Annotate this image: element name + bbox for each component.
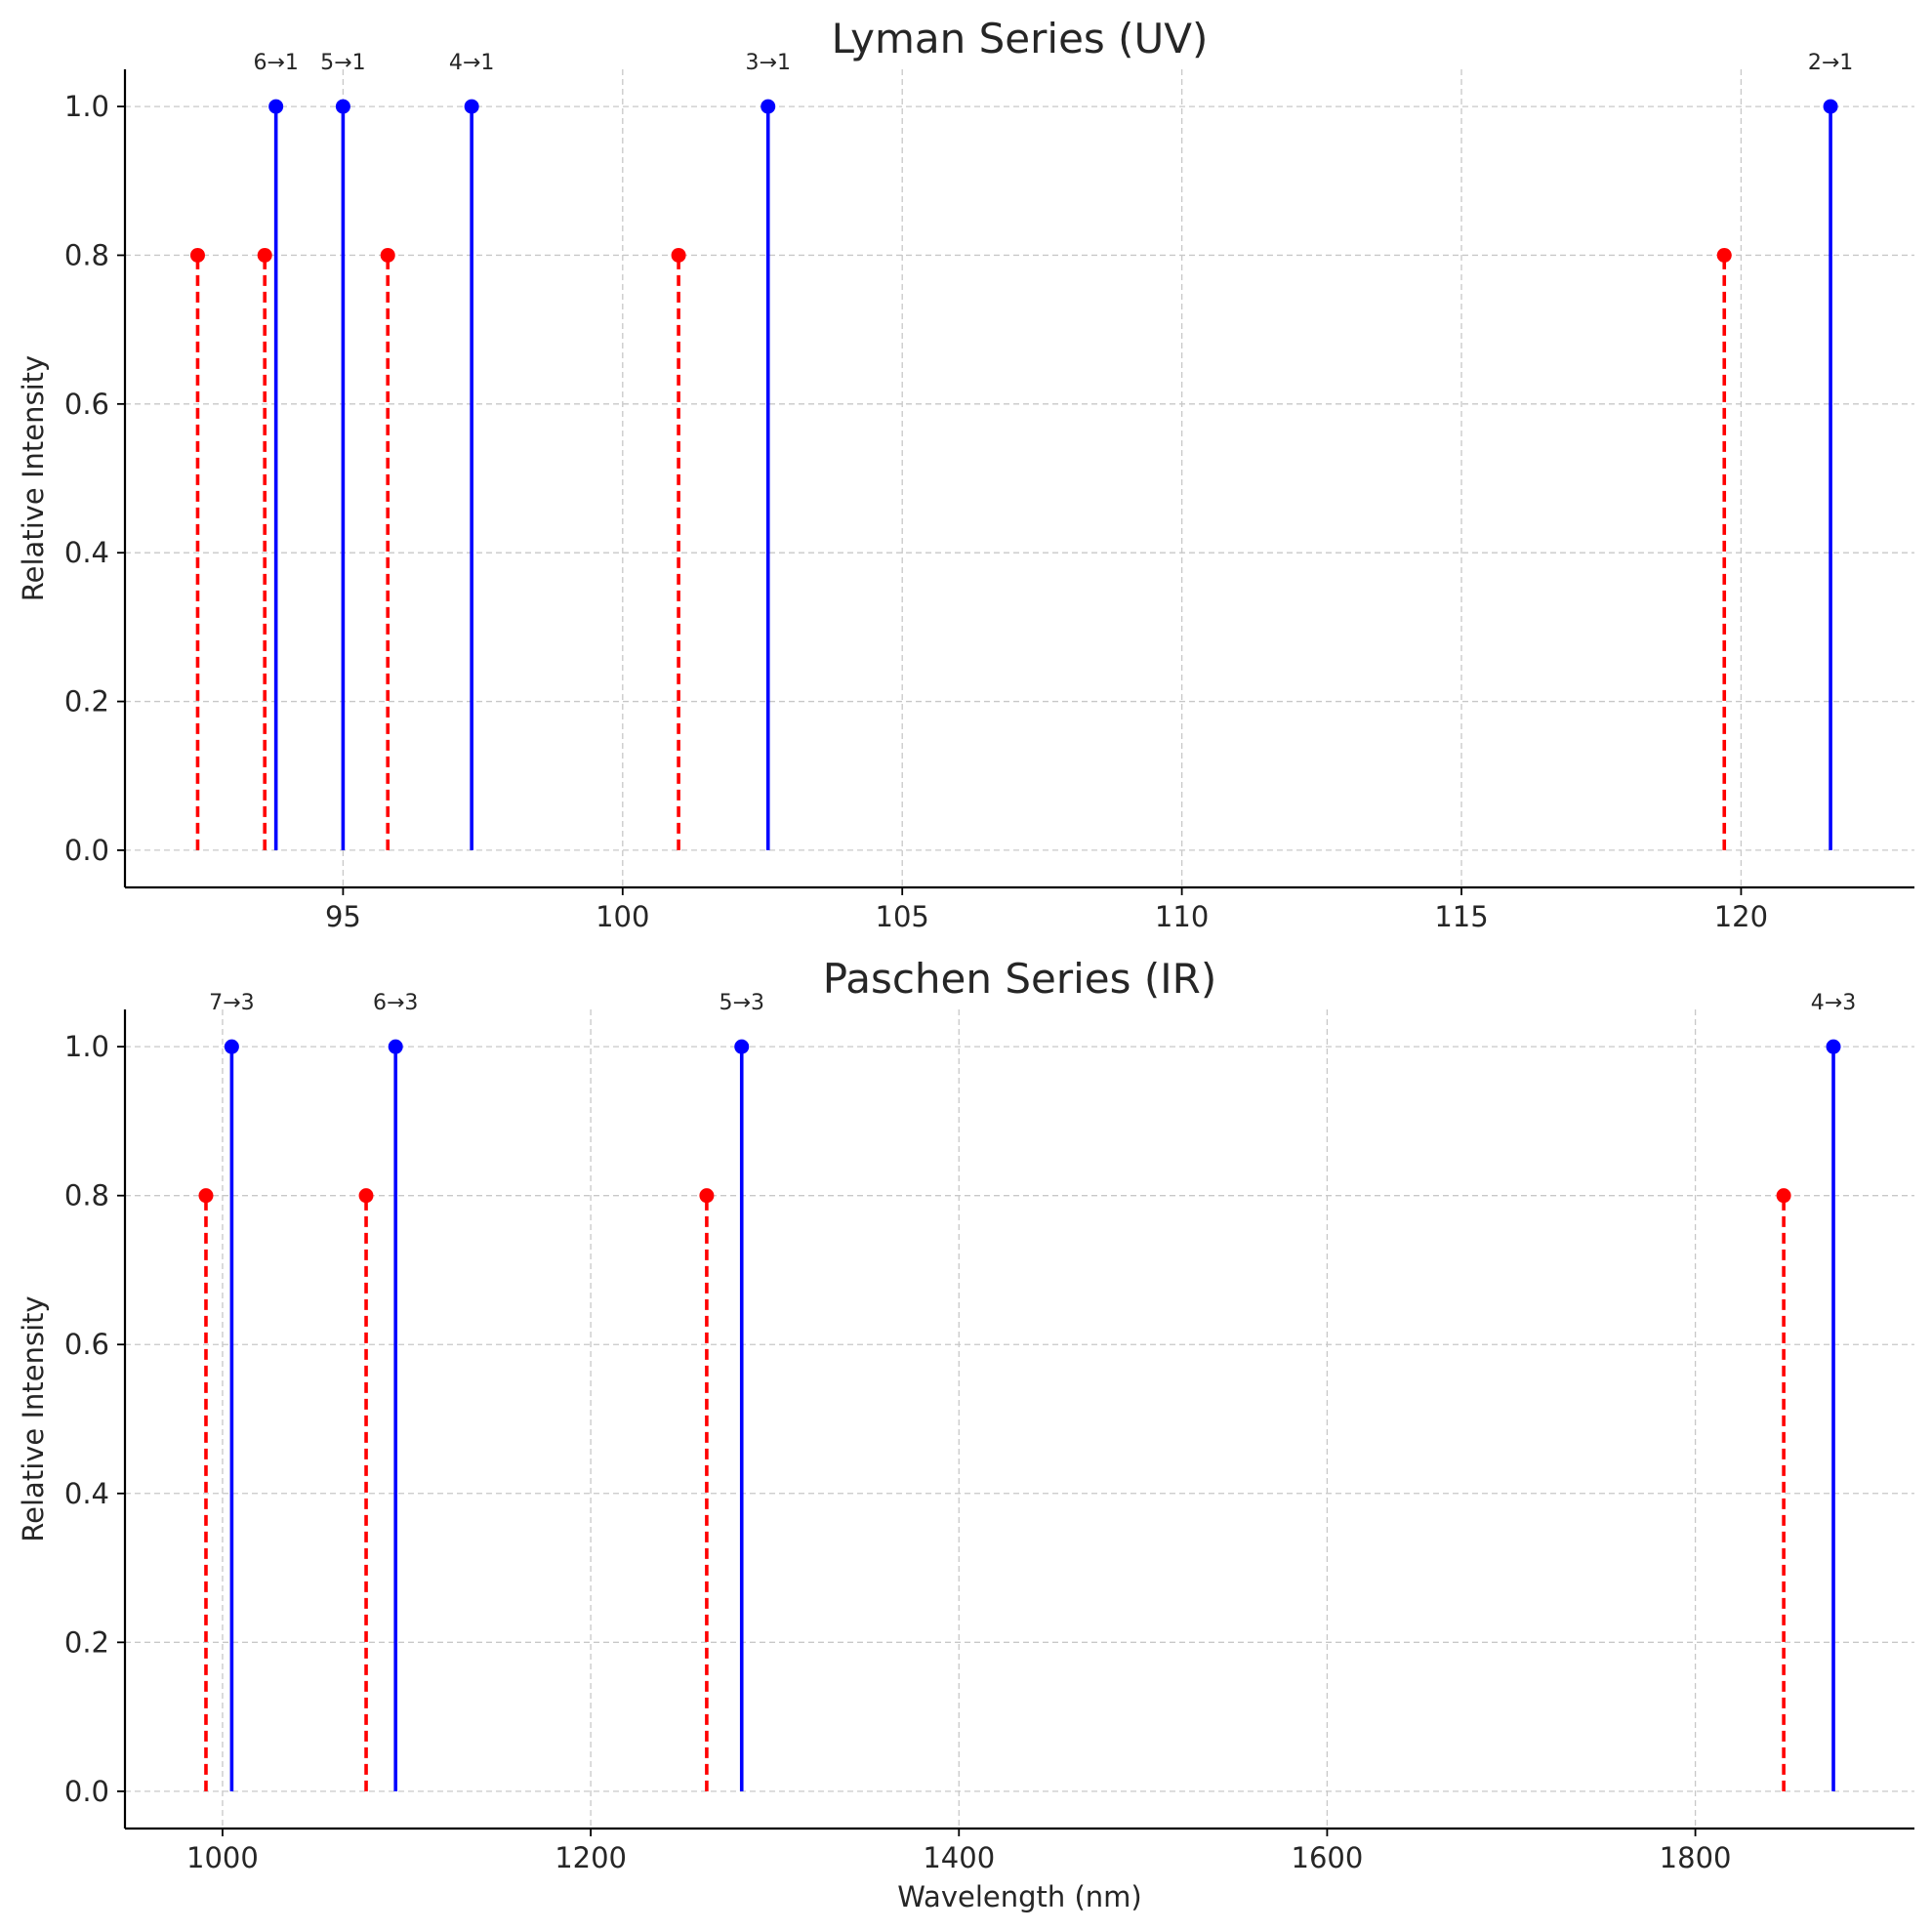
- lyman-x-tick-label: 100: [596, 900, 649, 933]
- paschen-observed-marker: [224, 1039, 239, 1054]
- lyman-x-tick-label: 105: [876, 900, 929, 933]
- lyman-chart: 95 100 105 110 115 120 0.0 0.2 0.4 0.6 0.8 1.0 6→1 5→…: [17, 15, 1914, 933]
- lyman-observed-marker: [760, 99, 776, 114]
- lyman-shifted-marker: [380, 247, 395, 263]
- lyman-transition-label: 2→1: [1808, 51, 1853, 75]
- paschen-shifted-marker: [358, 1188, 374, 1204]
- lyman-y-tick-label: 1.0: [64, 90, 109, 123]
- lyman-x-tick-label: 120: [1714, 900, 1768, 933]
- lyman-transition-label: 5→1: [320, 51, 365, 75]
- lyman-transition-label: 3→1: [746, 51, 791, 75]
- paschen-x-tick-label: 1600: [1292, 1841, 1364, 1874]
- paschen-transition-label: 5→3: [719, 991, 764, 1015]
- paschen-shifted-marker: [699, 1188, 715, 1204]
- lyman-y-tick-label: 0.0: [64, 834, 109, 867]
- lyman-x-tick-label: 110: [1155, 900, 1209, 933]
- lyman-shifted-marker: [189, 247, 205, 263]
- lyman-title: Lyman Series (UV): [832, 15, 1209, 62]
- lyman-observed-marker: [1823, 99, 1838, 114]
- paschen-y-axis-label: Relative Intensity: [17, 1295, 50, 1541]
- lyman-shifted-marker: [1716, 247, 1732, 263]
- paschen-observed-marker: [1826, 1039, 1841, 1054]
- lyman-shifted-marker: [671, 247, 686, 263]
- paschen-y-tick-label: 1.0: [64, 1030, 109, 1063]
- lyman-x-tick-label: 115: [1434, 900, 1488, 933]
- paschen-transition-label: 7→3: [209, 991, 254, 1015]
- lyman-y-tick-label: 0.2: [64, 685, 109, 719]
- paschen-observed-marker: [388, 1039, 403, 1054]
- paschen-shifted-marker: [198, 1188, 214, 1204]
- paschen-transition-label: 4→3: [1811, 991, 1856, 1015]
- paschen-x-axis-label: Wavelength (nm): [897, 1880, 1142, 1913]
- paschen-x-tick-label: 1400: [923, 1841, 995, 1874]
- lyman-transition-label: 6→1: [253, 51, 298, 75]
- paschen-chart: 1000 1200 1400 1600 1800 0.0 0.2 0.4 0.6 0.8 1.0 7→…: [17, 955, 1914, 1913]
- lyman-observed-marker: [268, 99, 284, 114]
- lyman-y-axis-label: Relative Intensity: [17, 355, 50, 601]
- lyman-y-tick-label: 0.8: [64, 238, 109, 271]
- lyman-observed-marker: [335, 99, 350, 114]
- paschen-observed-marker: [734, 1039, 750, 1054]
- lyman-transition-label: 4→1: [449, 51, 494, 75]
- paschen-y-tick-label: 0.4: [64, 1477, 109, 1510]
- paschen-y-tick-label: 0.2: [64, 1625, 109, 1659]
- lyman-x-tick-label: 95: [325, 900, 361, 933]
- lyman-observed-marker: [464, 99, 479, 114]
- lyman-shifted-marker: [257, 247, 272, 263]
- paschen-y-tick-label: 0.6: [64, 1328, 109, 1361]
- paschen-x-tick-label: 1200: [555, 1841, 627, 1874]
- paschen-title: Paschen Series (IR): [823, 955, 1216, 1003]
- paschen-x-tick-label: 1000: [186, 1841, 259, 1874]
- paschen-y-tick-label: 0.0: [64, 1775, 109, 1808]
- lyman-y-tick-label: 0.6: [64, 388, 109, 421]
- paschen-transition-label: 6→3: [373, 991, 418, 1015]
- paschen-x-tick-label: 1800: [1660, 1841, 1732, 1874]
- paschen-shifted-marker: [1776, 1188, 1791, 1204]
- lyman-y-tick-label: 0.4: [64, 536, 109, 569]
- paschen-y-tick-label: 0.8: [64, 1179, 109, 1213]
